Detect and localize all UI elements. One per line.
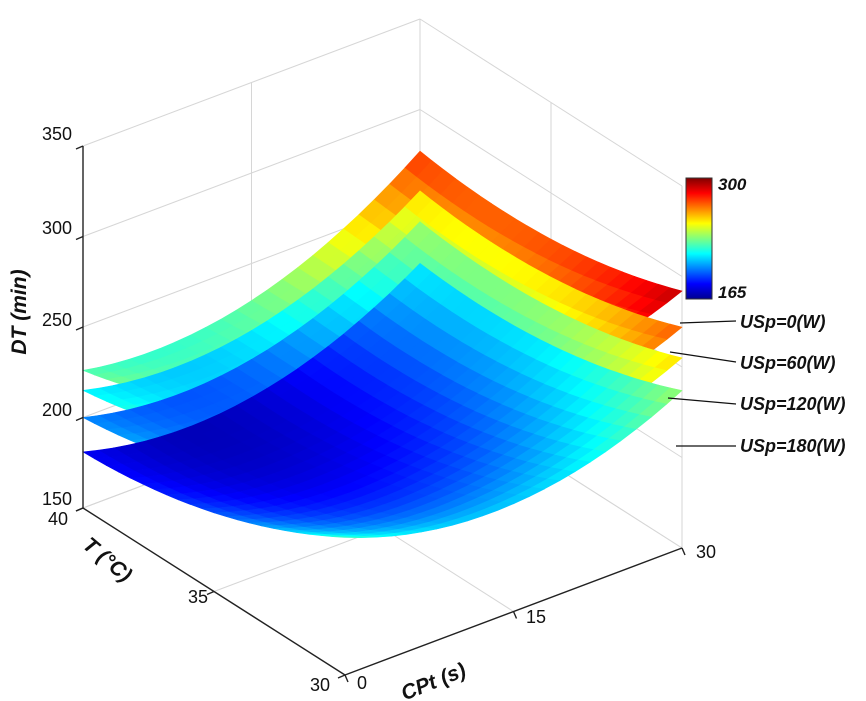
z-axis-label: DT (min)	[8, 269, 31, 354]
z-axis-ticks: 150 200 250 300 350	[42, 124, 72, 509]
surface-3	[82, 263, 683, 539]
t-axis-ticks: 40 35 30	[48, 509, 330, 695]
z-tick-mark	[75, 145, 84, 150]
t-tick: 35	[188, 587, 208, 607]
cpt-axis-ticks: 0 15 30	[357, 542, 716, 693]
series-label: USp=120(W)	[740, 394, 846, 414]
t-tick-mark	[206, 590, 215, 596]
surfaces	[81, 150, 683, 539]
colorbar: 300 165	[685, 175, 747, 302]
series-pointer	[669, 351, 737, 363]
t-axis-label: T (°C)	[78, 533, 136, 587]
series-legend: USp=0(W) USp=60(W) USp=120(W) USp=180(W)	[667, 312, 846, 456]
z-tick: 300	[42, 218, 72, 238]
z-tick-mark	[75, 326, 84, 331]
series-label: USp=60(W)	[740, 353, 836, 373]
cpt-tick: 30	[696, 542, 716, 562]
axes	[75, 145, 686, 683]
t-tick-mark	[337, 674, 346, 679]
t-tick: 40	[48, 509, 68, 529]
z-tick: 150	[42, 489, 72, 509]
series-pointer	[679, 320, 737, 324]
t-tick: 30	[310, 675, 330, 695]
cpt-tick: 15	[526, 607, 546, 627]
colorbar-gradient	[685, 177, 713, 300]
surface-cell	[333, 536, 361, 538]
t-tick-mark	[75, 507, 84, 512]
z-tick: 350	[42, 124, 72, 144]
colorbar-max-label: 300	[718, 175, 747, 194]
z-tick-mark	[75, 416, 84, 422]
cpt-tick-mark	[681, 547, 686, 556]
series-pointer	[667, 397, 737, 405]
cpt-tick-mark	[344, 674, 349, 683]
z-tick-mark	[75, 235, 84, 241]
cpt-tick: 0	[357, 673, 367, 693]
colorbar-min-label: 165	[718, 283, 747, 302]
z-tick: 250	[42, 310, 72, 330]
series-label: USp=180(W)	[740, 436, 846, 456]
series-label: USp=0(W)	[740, 312, 826, 332]
cpt-axis-label: CPt (s)	[398, 659, 469, 701]
z-tick: 200	[42, 400, 72, 420]
cpt-tick-mark	[512, 611, 518, 619]
